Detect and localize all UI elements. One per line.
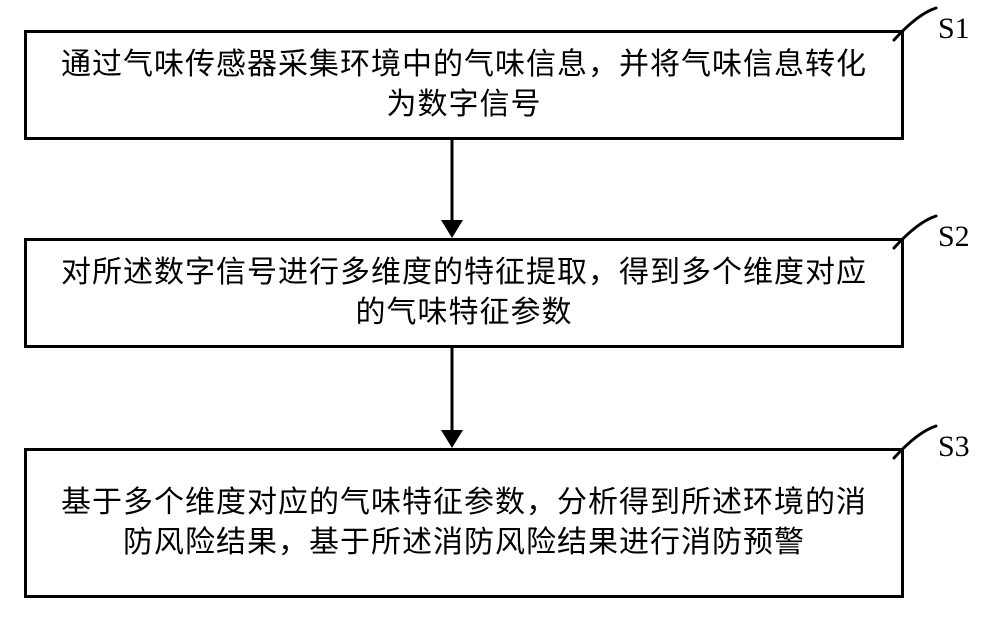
tick-mark-s2 (890, 212, 940, 252)
arrow-s1-s2 (439, 140, 465, 238)
step-label-s2: S2 (938, 220, 970, 254)
tick-mark-s3 (890, 422, 940, 462)
step-text-s1: 通过气味传感器采集环境中的气味信息，并将气味信息转化为数字信号 (47, 45, 881, 126)
step-text-s2: 对所述数字信号进行多维度的特征提取，得到多个维度对应的气味特征参数 (47, 253, 881, 334)
flowchart-canvas: 通过气味传感器采集环境中的气味信息，并将气味信息转化为数字信号 S1 对所述数字信… (0, 0, 1000, 643)
step-label-s1: S1 (938, 12, 970, 46)
arrow-s2-s3 (439, 348, 465, 448)
step-text-s3: 基于多个维度对应的气味特征参数，分析得到所述环境的消防风险结果，基于所述消防风险… (47, 483, 881, 564)
tick-mark-s1 (890, 4, 940, 44)
step-box-s3: 基于多个维度对应的气味特征参数，分析得到所述环境的消防风险结果，基于所述消防风险… (24, 448, 904, 598)
step-label-s3: S3 (938, 430, 970, 464)
step-box-s1: 通过气味传感器采集环境中的气味信息，并将气味信息转化为数字信号 (24, 30, 904, 140)
step-box-s2: 对所述数字信号进行多维度的特征提取，得到多个维度对应的气味特征参数 (24, 238, 904, 348)
